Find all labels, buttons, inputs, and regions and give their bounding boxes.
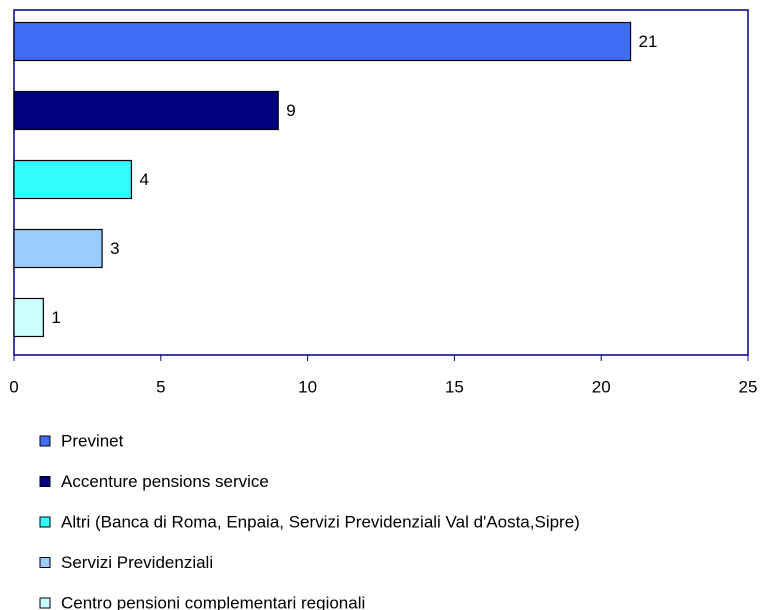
plot-area <box>13 9 749 356</box>
bar <box>13 159 133 200</box>
value-label: 4 <box>139 170 148 189</box>
legend-swatch <box>39 435 51 447</box>
x-tick-label: 20 <box>592 377 611 396</box>
x-tick-label: 0 <box>9 377 18 396</box>
legend-label: Accenture pensions service <box>61 472 269 491</box>
bar <box>13 90 279 131</box>
x-tick-label: 25 <box>739 377 758 396</box>
x-tick-label: 15 <box>445 377 464 396</box>
value-label: 3 <box>110 239 119 258</box>
legend-label: Altri (Banca di Roma, Enpaia, Servizi Pr… <box>61 512 580 531</box>
legend-swatch <box>39 557 51 568</box>
bar <box>13 21 632 62</box>
bar <box>13 228 103 269</box>
value-label: 9 <box>286 101 295 120</box>
legend-swatch <box>39 516 51 528</box>
legend-label: Servizi Previdenziali <box>61 553 213 572</box>
legend-swatch <box>39 476 51 487</box>
x-tick-label: 10 <box>298 377 317 396</box>
value-label: 21 <box>639 32 658 51</box>
legend-label: Previnet <box>61 431 124 450</box>
bar <box>13 297 44 338</box>
value-label: 1 <box>51 308 60 327</box>
x-tick-label: 5 <box>156 377 165 396</box>
legend-swatch <box>39 597 51 609</box>
legend-label: Centro pensioni complementari regionali <box>61 593 365 610</box>
